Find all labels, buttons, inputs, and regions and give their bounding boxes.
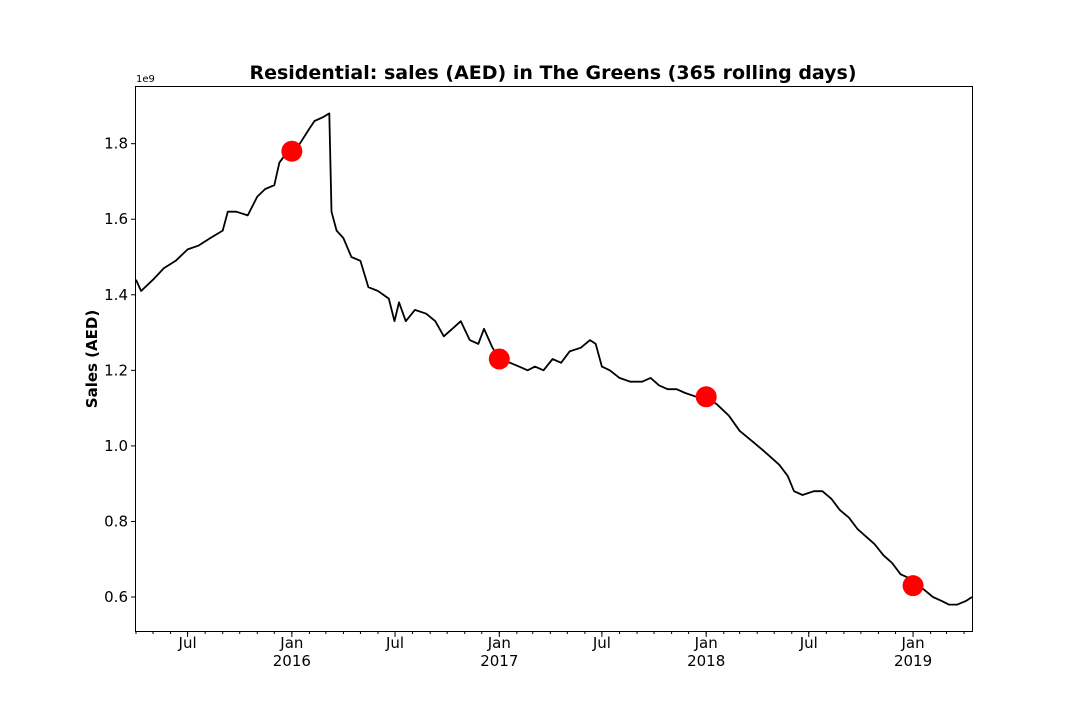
x-tick-label: Jul (178, 634, 197, 652)
x-tick-label: Jan (900, 634, 924, 652)
plot-frame (135, 86, 973, 632)
x-tick-year-label: 2017 (480, 652, 518, 670)
y-tick-label: 1.2 (104, 361, 128, 379)
x-tick-year-label: 2016 (273, 652, 311, 670)
x-tick-label: Jul (385, 634, 404, 652)
y-tick-label: 0.6 (104, 588, 128, 606)
x-tick-label: Jan (694, 634, 718, 652)
y-tick-label: 1.4 (104, 286, 128, 304)
highlight-marker (281, 140, 303, 162)
y-tick-label: 1.8 (104, 135, 128, 153)
highlight-marker (695, 386, 717, 408)
x-tick-label: Jul (592, 634, 611, 652)
series-layer (135, 112, 973, 606)
x-tick-label: Jan (279, 634, 303, 652)
highlight-marker (488, 348, 510, 370)
y-multiplier-label: 1e9 (136, 74, 155, 85)
x-tick-year-label: 2018 (687, 652, 725, 670)
y-tick-label: 1.0 (104, 437, 128, 455)
highlight-marker (902, 575, 924, 597)
x-tick-label: Jan (487, 634, 511, 652)
y-axis-label: Sales (AED) (83, 310, 101, 408)
y-tick-label: 1.6 (104, 210, 128, 228)
chart-title: Residential: sales (AED) in The Greens (… (249, 62, 856, 84)
x-tick-label: Jul (799, 634, 818, 652)
y-tick-label: 0.8 (104, 512, 128, 530)
x-tick-year-label: 2019 (894, 652, 932, 670)
sales-line (135, 112, 973, 606)
